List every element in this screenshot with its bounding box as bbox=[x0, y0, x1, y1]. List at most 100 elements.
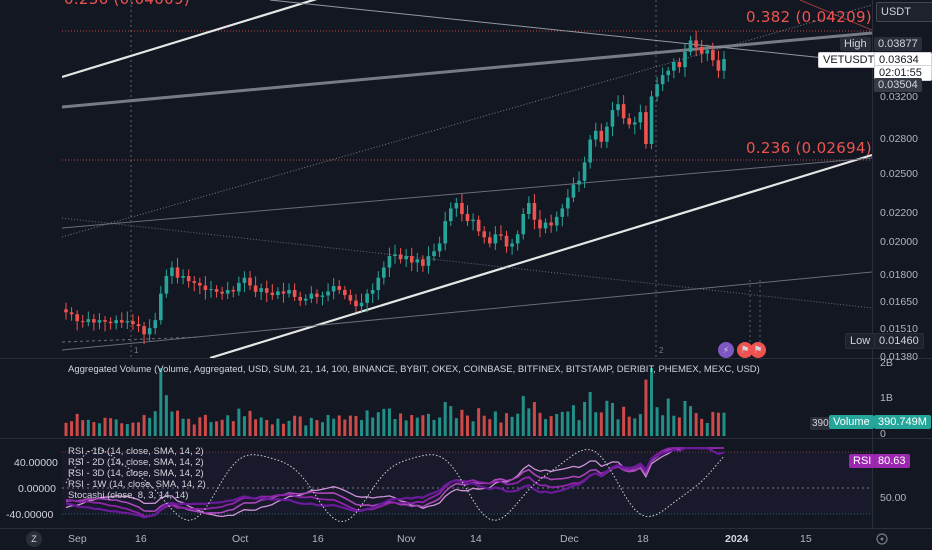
volume-bar bbox=[560, 411, 564, 436]
volume-bar bbox=[426, 413, 430, 436]
time-tick: 16 bbox=[312, 533, 324, 545]
price-pane bbox=[62, 0, 872, 358]
volume-bar bbox=[70, 421, 74, 436]
candle bbox=[655, 77, 659, 102]
candle bbox=[237, 276, 241, 296]
candle bbox=[588, 135, 592, 169]
candle bbox=[605, 122, 609, 148]
volume-bar bbox=[120, 423, 124, 436]
candle bbox=[276, 287, 280, 299]
rsi-legend-item[interactable]: RSI - 3D (14, close, SMA, 14, 2) bbox=[68, 468, 204, 479]
volume-bar bbox=[460, 409, 464, 436]
settings-gear-icon[interactable] bbox=[876, 533, 888, 545]
volume-badge-value: 390.749M bbox=[874, 415, 931, 429]
volume-bar bbox=[689, 406, 693, 436]
timezone-z-icon[interactable]: Z bbox=[26, 531, 42, 547]
candle bbox=[175, 258, 180, 284]
volume-bar bbox=[493, 411, 497, 436]
rsi-left-tick-neg40: -40.00000 bbox=[6, 509, 54, 521]
candle bbox=[437, 236, 442, 257]
volume-bar bbox=[527, 408, 531, 436]
candle bbox=[359, 293, 364, 314]
candle bbox=[326, 283, 330, 302]
candle bbox=[320, 291, 325, 306]
candle bbox=[376, 271, 381, 300]
volume-bar bbox=[510, 416, 514, 436]
flag-icon[interactable]: ⚑ bbox=[737, 342, 753, 358]
candle bbox=[638, 104, 643, 130]
volume-bar bbox=[209, 422, 213, 436]
price-tick: 0.03200 bbox=[880, 91, 918, 104]
volume-bar bbox=[722, 412, 726, 436]
rsi-left-tick-40: 40.00000 bbox=[14, 457, 58, 469]
marker-2[interactable]: 2 bbox=[659, 346, 664, 355]
candle bbox=[538, 210, 542, 238]
volume-bar bbox=[382, 408, 386, 436]
volume-bar bbox=[488, 419, 492, 436]
candle bbox=[75, 310, 79, 331]
candle bbox=[264, 280, 269, 302]
marker-1[interactable]: 1 bbox=[134, 346, 139, 355]
rsi-line bbox=[65, 447, 724, 518]
volume-bar bbox=[443, 402, 447, 436]
candle bbox=[181, 269, 185, 285]
candle bbox=[415, 252, 420, 272]
volume-bar bbox=[81, 420, 85, 436]
volume-legend[interactable]: Aggregated Volume (Volume, Aggregated, U… bbox=[68, 364, 760, 375]
candle bbox=[683, 44, 687, 77]
volume-bar bbox=[549, 416, 553, 436]
candle bbox=[365, 289, 369, 313]
volume-bar bbox=[571, 405, 575, 436]
volume-bar bbox=[371, 417, 375, 436]
candle bbox=[409, 247, 414, 272]
currency-badge[interactable]: USDT bbox=[876, 2, 932, 22]
candle bbox=[248, 271, 252, 291]
volume-bar bbox=[505, 413, 509, 436]
volume-bar bbox=[348, 415, 352, 436]
candle bbox=[298, 291, 303, 307]
volume-bar bbox=[454, 418, 458, 436]
candle bbox=[303, 294, 308, 306]
candle bbox=[404, 248, 408, 268]
candle bbox=[476, 215, 481, 237]
volume-bar bbox=[599, 412, 603, 436]
volume-bar bbox=[471, 421, 475, 436]
volume-bar bbox=[215, 421, 219, 436]
candle bbox=[454, 197, 459, 217]
volume-bar bbox=[332, 418, 336, 436]
volume-bar bbox=[354, 415, 358, 436]
candle bbox=[225, 281, 230, 300]
stochastic-line bbox=[65, 449, 725, 522]
volume-bar bbox=[661, 415, 665, 436]
lightning-icon[interactable]: ⚡ bbox=[718, 342, 734, 358]
candle bbox=[125, 311, 130, 330]
candle bbox=[515, 230, 520, 251]
candle bbox=[192, 276, 197, 292]
time-tick: Sep bbox=[68, 533, 87, 545]
candle bbox=[644, 105, 648, 149]
volume-bar bbox=[705, 422, 709, 436]
volume-bar bbox=[532, 402, 536, 436]
candle bbox=[510, 238, 514, 255]
candle bbox=[621, 95, 626, 125]
rsi-legend[interactable]: RSI - 1D (14, close, SMA, 14, 2) RSI - 2D… bbox=[68, 446, 206, 501]
candle bbox=[343, 285, 347, 300]
candle bbox=[465, 205, 470, 226]
candle bbox=[259, 283, 263, 300]
candle bbox=[292, 283, 297, 302]
volume-bar bbox=[716, 412, 720, 436]
candle bbox=[571, 177, 576, 203]
rsi-legend-item[interactable]: Stocashi (close, 8, 3, 14, 14) bbox=[68, 490, 189, 501]
volume-bar bbox=[449, 406, 453, 436]
rsi-legend-item[interactable]: RSI - 1W (14, close, SMA, 14, 2) bbox=[68, 479, 206, 490]
volume-bar bbox=[220, 419, 224, 436]
price-tick: 0.02000 bbox=[880, 236, 918, 249]
rsi-legend-item[interactable]: RSI - 2D (14, close, SMA, 14, 2) bbox=[68, 457, 204, 468]
rsi-legend-item[interactable]: RSI - 1D (14, close, SMA, 14, 2) bbox=[68, 446, 204, 457]
volume-bar bbox=[293, 415, 297, 436]
flag-icon-2[interactable]: ⚑ bbox=[750, 342, 766, 358]
time-tick: Dec bbox=[560, 533, 579, 545]
volume-tick-2b: 2B bbox=[880, 357, 893, 369]
candle bbox=[348, 289, 353, 305]
